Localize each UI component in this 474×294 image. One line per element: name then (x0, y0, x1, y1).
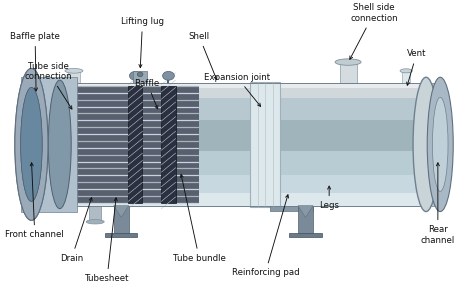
Ellipse shape (335, 59, 361, 65)
Bar (161, 86, 175, 203)
Bar (57, 88, 426, 98)
Text: Front channel: Front channel (5, 163, 64, 239)
Text: Baffle plate: Baffle plate (10, 32, 60, 91)
Bar (89, 206, 101, 221)
Ellipse shape (413, 77, 439, 212)
Bar (57, 98, 426, 120)
Ellipse shape (432, 97, 448, 191)
Bar (421, 83, 436, 206)
Bar (128, 86, 143, 203)
Ellipse shape (400, 69, 412, 73)
Bar (68, 72, 80, 83)
Bar (339, 64, 356, 83)
Bar (57, 193, 426, 206)
Text: Tubesheet: Tubesheet (85, 198, 129, 283)
Bar (298, 206, 313, 233)
Text: Shell: Shell (189, 32, 217, 80)
Text: Baffle: Baffle (135, 78, 160, 109)
Text: Rear
channel: Rear channel (421, 163, 455, 245)
Ellipse shape (48, 80, 71, 209)
Bar (290, 233, 321, 237)
Bar (57, 86, 199, 203)
Polygon shape (298, 206, 313, 217)
Bar (57, 83, 426, 88)
Ellipse shape (15, 69, 48, 220)
Bar (105, 233, 137, 237)
Bar (57, 83, 426, 206)
Ellipse shape (21, 88, 42, 201)
Ellipse shape (129, 71, 141, 80)
Text: Reinforcing pad: Reinforcing pad (231, 195, 299, 277)
Bar (57, 175, 426, 193)
Text: Expansion joint: Expansion joint (204, 73, 270, 106)
Text: Drain: Drain (60, 198, 92, 263)
Bar (250, 82, 281, 207)
Text: Shell side
connection: Shell side connection (350, 3, 398, 59)
Ellipse shape (65, 69, 83, 73)
Bar (21, 77, 77, 212)
Ellipse shape (137, 72, 143, 77)
Text: Vent: Vent (407, 49, 426, 85)
Bar (114, 206, 129, 233)
Text: Legs: Legs (319, 186, 339, 210)
Bar (57, 120, 426, 151)
Bar (134, 71, 147, 83)
Text: Lifting lug: Lifting lug (121, 17, 164, 68)
Text: Tube side
connection: Tube side connection (24, 62, 72, 109)
Bar (57, 151, 426, 175)
Polygon shape (114, 206, 129, 217)
Ellipse shape (47, 83, 68, 206)
Bar (402, 72, 410, 83)
Ellipse shape (21, 88, 42, 201)
Bar (270, 206, 313, 211)
Text: Tube bundle: Tube bundle (173, 174, 226, 263)
Ellipse shape (163, 71, 174, 80)
Ellipse shape (15, 69, 48, 220)
Ellipse shape (416, 83, 437, 206)
Ellipse shape (427, 77, 453, 212)
Ellipse shape (86, 220, 104, 224)
